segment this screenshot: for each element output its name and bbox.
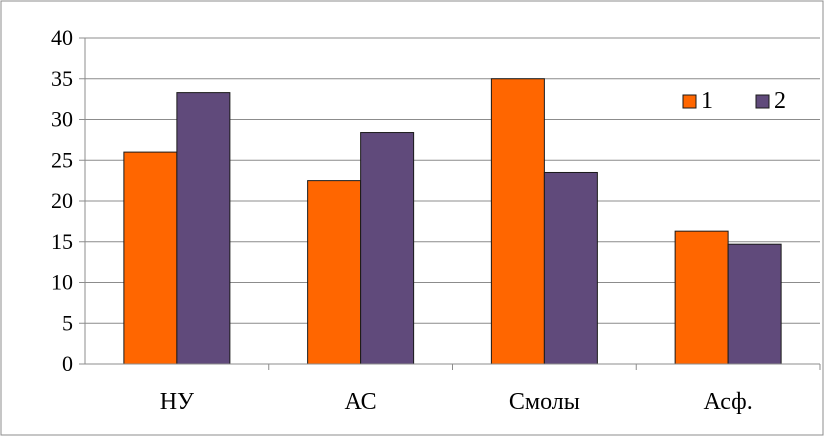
y-tick-label: 10 — [51, 270, 73, 295]
x-tick-label: Асф. — [704, 389, 753, 415]
x-tick-label: НУ — [160, 389, 194, 415]
legend-label-2: 2 — [774, 88, 786, 114]
y-tick-label: 35 — [51, 66, 73, 91]
bar-2-3 — [727, 243, 782, 365]
bar-1-0 — [123, 151, 178, 365]
bar-1-1 — [307, 180, 362, 365]
y-tick-label: 30 — [51, 107, 73, 132]
bar-1-2 — [490, 78, 545, 365]
bar-2-2 — [543, 171, 598, 365]
y-tick-label: 15 — [51, 229, 73, 254]
legend-swatch-2 — [755, 94, 770, 109]
y-tick-label: 25 — [51, 147, 73, 172]
bar-2-1 — [360, 132, 415, 365]
bar-2-0 — [176, 92, 231, 365]
y-tick-label: 40 — [51, 25, 73, 50]
bar-1-3 — [674, 230, 729, 365]
x-tick-label: АС — [345, 389, 377, 415]
y-tick-label: 0 — [62, 351, 73, 376]
legend-swatch-1 — [682, 94, 697, 109]
x-tick-label: Смолы — [509, 389, 580, 415]
y-tick-label: 5 — [62, 310, 73, 335]
y-tick-label: 20 — [51, 188, 73, 213]
legend-label-1: 1 — [701, 88, 713, 114]
